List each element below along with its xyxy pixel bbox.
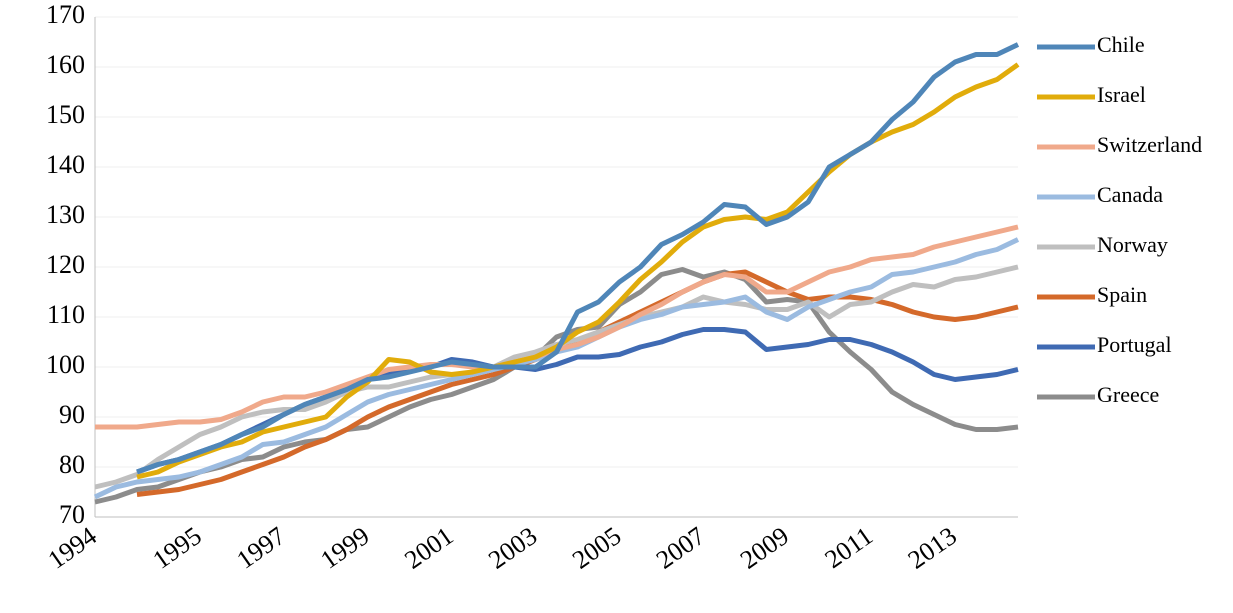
- legend-label: Spain: [1097, 282, 1147, 307]
- x-tick-label: 1997: [231, 521, 290, 575]
- y-tick-label: 130: [46, 200, 85, 229]
- legend-label: Chile: [1097, 32, 1145, 57]
- y-tick-label: 140: [46, 150, 85, 179]
- x-tick-label: 2005: [567, 521, 626, 575]
- series-line: [136, 42, 1020, 475]
- legend-label: Canada: [1097, 182, 1163, 207]
- legend-label: Portugal: [1097, 332, 1172, 357]
- x-tick-label: 1995: [148, 521, 207, 575]
- x-tick-label: 2009: [735, 521, 794, 575]
- y-tick-label: 160: [46, 50, 85, 79]
- y-tick-label: 70: [59, 500, 85, 529]
- y-tick-label: 100: [46, 350, 85, 379]
- y-tick-label: 150: [46, 100, 85, 129]
- y-tick-label: 170: [46, 0, 85, 29]
- y-tick-label: 80: [59, 450, 85, 479]
- legend-label: Norway: [1097, 232, 1168, 257]
- x-tick-label: 2003: [483, 521, 542, 575]
- x-tick-label: 1994: [43, 521, 102, 575]
- x-tick-label: 1999: [315, 521, 374, 575]
- x-tick-label: 2001: [399, 521, 458, 575]
- legend-label: Greece: [1097, 382, 1159, 407]
- x-tick-label: 2007: [651, 521, 710, 575]
- legend-label: Israel: [1097, 82, 1146, 107]
- series-line: [94, 267, 1019, 505]
- series-line: [95, 224, 1019, 430]
- y-tick-label: 110: [47, 300, 85, 329]
- x-tick-label: 2011: [820, 521, 878, 574]
- legend-label: Switzerland: [1097, 132, 1202, 157]
- series-line: [93, 237, 1020, 500]
- y-tick-label: 120: [46, 250, 85, 279]
- y-tick-label: 90: [59, 400, 85, 429]
- x-tick-label: 2013: [903, 521, 962, 575]
